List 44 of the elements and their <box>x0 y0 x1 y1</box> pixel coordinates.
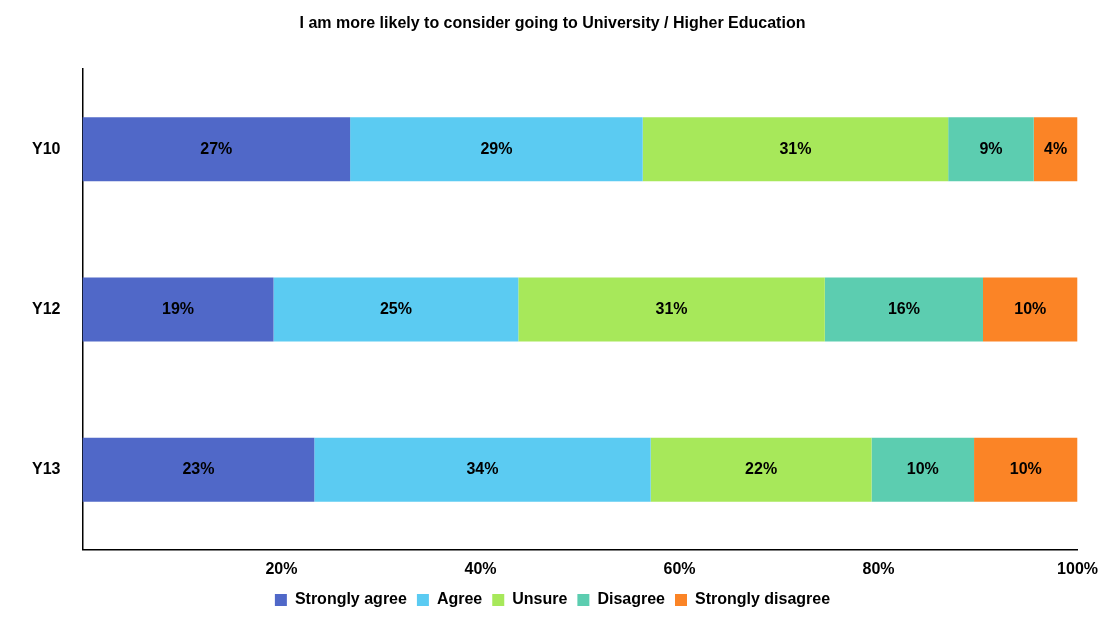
x-tick-label: 40% <box>464 559 497 577</box>
legend-label: Strongly disagree <box>694 590 831 608</box>
data-label: 31% <box>655 299 688 317</box>
x-tick-label: 100% <box>1057 559 1098 577</box>
data-label: 19% <box>161 299 195 317</box>
x-tick-label: 20% <box>265 559 298 577</box>
legend-label: Unsure <box>512 590 568 608</box>
bar <box>1033 117 1078 182</box>
data-label: 31% <box>779 139 812 157</box>
legend-label: Disagree <box>597 590 666 608</box>
data-label: 34% <box>466 460 499 478</box>
y-tick-label: Y12 <box>32 299 61 317</box>
data-label: 23% <box>182 460 215 478</box>
bar <box>948 117 1034 182</box>
x-tick-label: 80% <box>862 559 895 577</box>
y-tick-label: Y10 <box>32 139 61 157</box>
bar <box>871 437 975 502</box>
data-label: 22% <box>745 460 778 478</box>
bar <box>82 117 351 182</box>
data-label: 9% <box>979 139 1003 157</box>
bar <box>82 277 274 342</box>
bar <box>518 277 825 342</box>
data-label: 16% <box>887 299 920 317</box>
x-tick-label: 60% <box>663 559 696 577</box>
bar <box>82 437 315 502</box>
chart-title: I am more likely to consider going to University / Higher Education <box>299 14 806 32</box>
bar <box>642 117 949 182</box>
bar <box>974 437 1078 502</box>
data-label: 25% <box>379 299 412 317</box>
data-label: 27% <box>200 139 233 157</box>
bar <box>824 277 984 342</box>
legend-label: Strongly agree <box>294 590 408 608</box>
data-label: 10% <box>1014 299 1047 317</box>
bar <box>314 437 651 502</box>
data-label: 4% <box>1044 139 1068 157</box>
bar <box>350 117 643 182</box>
bar <box>983 277 1078 342</box>
data-label: 29% <box>480 139 513 157</box>
legend-label: Agree <box>436 590 483 608</box>
bar <box>273 277 519 342</box>
y-tick-label: Y13 <box>32 460 61 478</box>
data-label: 10% <box>906 460 939 478</box>
bar <box>650 437 872 502</box>
data-label: 10% <box>1009 460 1042 478</box>
